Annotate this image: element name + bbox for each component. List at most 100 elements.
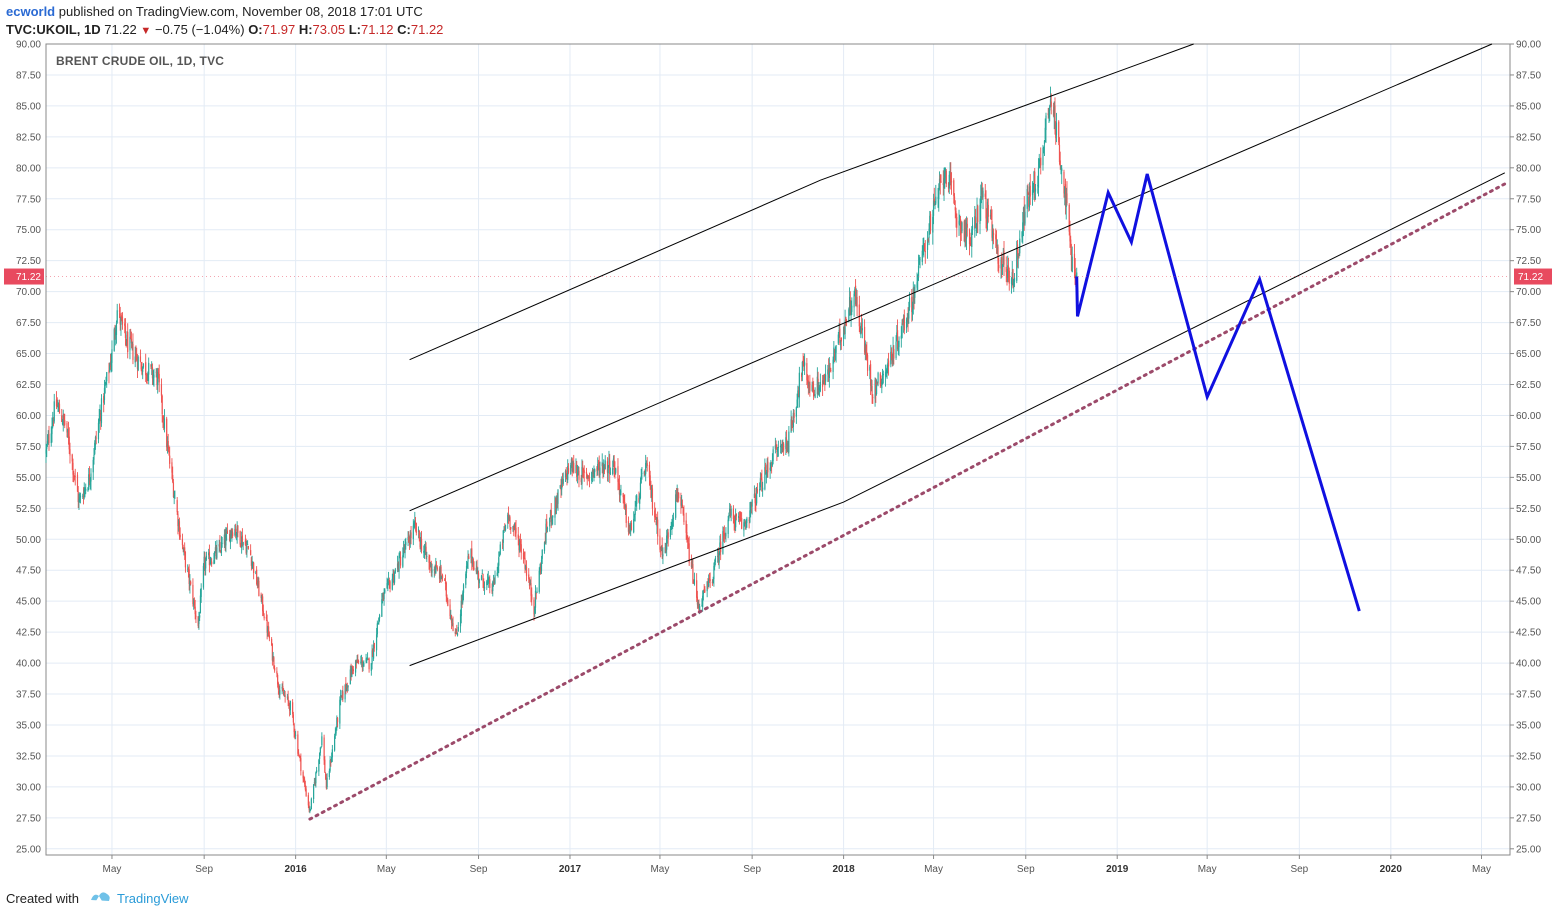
candle-body (685, 520, 687, 533)
candle-body (709, 579, 711, 582)
candle (657, 511, 659, 545)
candle (1065, 187, 1067, 220)
y-tick-label-right: 27.50 (1516, 813, 1541, 824)
tradingview-brand[interactable]: TradingView (116, 891, 189, 906)
candle-body (877, 372, 879, 384)
candle-body (911, 296, 913, 313)
candle (294, 728, 296, 740)
candle (1008, 267, 1010, 291)
candle (974, 205, 976, 238)
candle (455, 628, 457, 634)
candle-body (892, 346, 894, 362)
candle-body (850, 310, 852, 316)
candle-body (594, 469, 596, 473)
candle (538, 567, 540, 594)
candle-body (860, 323, 863, 332)
candle (220, 549, 222, 554)
x-axis[interactable]: May Sep 2016 May Sep 2017 May Sep 2018 May Sep 2019… (103, 855, 1491, 875)
candle (918, 254, 920, 266)
candle-body (787, 443, 789, 450)
candle-body (753, 493, 755, 498)
candle (331, 744, 333, 762)
candle (184, 551, 187, 573)
candle-body (582, 469, 584, 471)
candle (848, 307, 850, 323)
y-axis-right[interactable]: 25.0027.5030.0032.5035.0037.5040.0042.50… (1510, 40, 1552, 856)
candle (525, 560, 528, 582)
down-triangle-icon: ▼ (140, 25, 152, 37)
candle (115, 320, 118, 344)
candle (1002, 247, 1004, 267)
open-value: 71.97 (262, 22, 296, 37)
candle (914, 284, 916, 304)
candle (612, 460, 614, 476)
candle (887, 352, 890, 376)
candle-body (828, 364, 830, 378)
candle (277, 673, 279, 688)
candle (1027, 183, 1029, 195)
candle-body (959, 219, 961, 223)
candle-body (666, 535, 668, 550)
candle (755, 494, 757, 513)
candle (394, 567, 396, 574)
candle (392, 568, 394, 583)
candle (534, 606, 536, 617)
candle-body (891, 357, 893, 364)
candle-body (94, 442, 96, 454)
candle (540, 562, 542, 575)
candle (272, 651, 274, 662)
candle-body (697, 602, 699, 607)
candle (157, 367, 159, 394)
candle (418, 530, 420, 542)
candle (98, 409, 100, 433)
candle-body (483, 586, 486, 589)
candle-body (251, 562, 253, 565)
candle (414, 516, 417, 532)
candle (849, 291, 851, 316)
candle-body (298, 752, 300, 755)
candle-body (190, 581, 192, 585)
candle-body (247, 544, 249, 546)
candle (257, 576, 259, 588)
y-axis-left[interactable]: 25.0027.5030.0032.5035.0037.5040.0042.50… (4, 40, 44, 856)
tradingview-logo-icon[interactable] (89, 890, 111, 907)
candle-body (964, 227, 966, 243)
candle (253, 561, 255, 580)
candle-body (977, 206, 979, 222)
candle-body (53, 401, 55, 422)
candle-body (132, 343, 134, 360)
candle (242, 541, 244, 551)
candle-body (230, 529, 232, 535)
symbol-info-line: TVC:UKOIL, 1D 71.22 ▼ −0.75 (−1.04%) O:7… (6, 22, 443, 37)
candle-body (351, 667, 354, 669)
candle-body (513, 524, 516, 528)
candle-body (745, 522, 747, 524)
candle-body (1054, 105, 1056, 123)
candle (471, 540, 473, 571)
candle-body (1043, 146, 1045, 149)
candle (349, 665, 351, 685)
candle (161, 394, 163, 423)
candle-body (99, 413, 101, 419)
candle (623, 495, 625, 509)
candle-body (1013, 279, 1015, 286)
candle-body (250, 550, 252, 556)
candle (384, 588, 386, 594)
candle (226, 527, 228, 541)
candle (134, 346, 136, 368)
candle (111, 340, 113, 372)
candle (1049, 104, 1051, 122)
y-tick-label-right: 52.50 (1516, 504, 1541, 515)
candle (195, 610, 197, 624)
candle-body (305, 788, 307, 796)
candle-body (1060, 167, 1062, 169)
candle (903, 309, 905, 335)
candle-body (718, 553, 720, 563)
candle (177, 511, 179, 535)
candle-body (634, 507, 636, 515)
candle (780, 444, 782, 454)
candle-body (52, 419, 54, 427)
author-name[interactable]: ecworld (6, 4, 56, 19)
candle (174, 490, 176, 499)
